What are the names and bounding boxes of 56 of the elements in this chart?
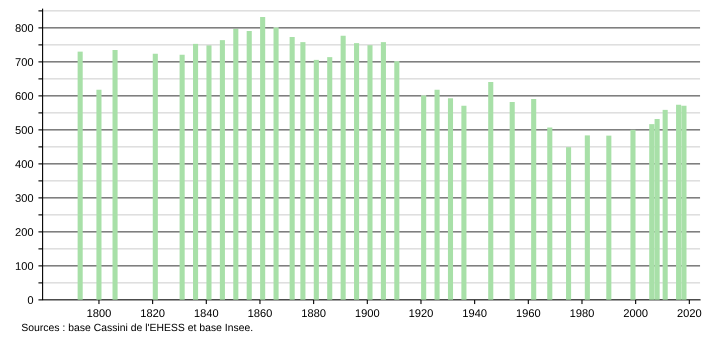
bar bbox=[510, 102, 515, 300]
x-tick-label: 1820 bbox=[141, 309, 165, 318]
bar bbox=[531, 98, 536, 300]
x-tick-label: 1980 bbox=[570, 309, 594, 318]
bar bbox=[152, 54, 158, 300]
bar bbox=[566, 147, 572, 300]
x-tick-label: 1860 bbox=[248, 309, 272, 318]
y-tick-label: 400 bbox=[15, 160, 34, 168]
x-tick-label: 1920 bbox=[409, 309, 433, 318]
x-tick-label: 2000 bbox=[624, 309, 648, 318]
bar bbox=[434, 90, 440, 300]
y-tick-label: 200 bbox=[16, 228, 34, 236]
bar bbox=[394, 61, 400, 300]
bar bbox=[662, 110, 668, 300]
bar bbox=[180, 54, 185, 300]
bar bbox=[246, 30, 252, 300]
bar bbox=[461, 106, 466, 300]
bar bbox=[300, 42, 306, 300]
bar bbox=[488, 82, 494, 300]
y-tick-label: 500 bbox=[15, 126, 34, 134]
bar bbox=[290, 37, 295, 300]
x-tick-label: 1900 bbox=[356, 309, 380, 318]
bar bbox=[96, 90, 102, 300]
bar bbox=[380, 42, 386, 300]
x-tick-label: 1880 bbox=[302, 309, 326, 318]
y-tick-label: 100 bbox=[16, 262, 34, 270]
bar bbox=[112, 50, 118, 300]
bar bbox=[448, 98, 454, 300]
bar bbox=[193, 44, 198, 300]
bar bbox=[547, 128, 552, 300]
bar bbox=[233, 28, 238, 300]
y-tick-label: 0 bbox=[28, 296, 34, 304]
source-note: Sources : base Cassini de l'EHESS et base Insee. bbox=[22, 323, 252, 332]
x-tick-label: 1940 bbox=[463, 309, 487, 318]
bar bbox=[340, 36, 346, 300]
x-tick-label: 1800 bbox=[87, 309, 111, 318]
bar bbox=[206, 46, 212, 300]
y-tick-label: 700 bbox=[16, 58, 34, 66]
x-tick-label: 1960 bbox=[516, 309, 540, 318]
bar bbox=[367, 45, 373, 300]
y-tick-label: 600 bbox=[16, 92, 34, 100]
bar bbox=[274, 28, 279, 300]
bar bbox=[354, 43, 360, 300]
x-tick-label: 1840 bbox=[194, 309, 218, 318]
bar bbox=[606, 136, 612, 300]
bar bbox=[260, 17, 266, 300]
bar bbox=[584, 135, 590, 300]
bar bbox=[220, 40, 225, 300]
bar bbox=[78, 52, 83, 300]
bar bbox=[314, 60, 319, 300]
x-tick-label: 2020 bbox=[678, 309, 702, 318]
bar bbox=[421, 96, 426, 300]
bar bbox=[630, 130, 636, 300]
bar bbox=[327, 57, 332, 300]
y-tick-label: 300 bbox=[15, 194, 34, 202]
y-tick-label: 800 bbox=[16, 24, 34, 32]
